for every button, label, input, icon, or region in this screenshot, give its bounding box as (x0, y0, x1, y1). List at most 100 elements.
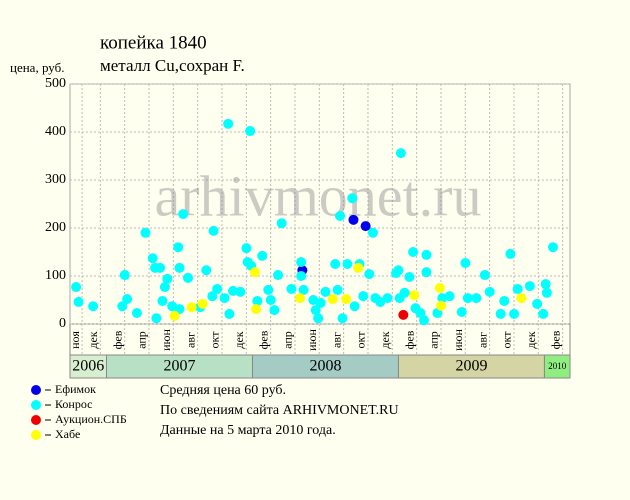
point (245, 126, 256, 137)
point (313, 313, 324, 324)
y-tick-label: 100 (45, 268, 66, 283)
x-tick-label: июн (159, 329, 173, 351)
point (122, 294, 133, 305)
point (183, 272, 194, 283)
note: Средняя цена 60 руб. (160, 383, 286, 398)
point (241, 243, 252, 254)
x-tick-label: ноя (68, 331, 82, 349)
point (119, 270, 130, 281)
point (257, 250, 268, 261)
plot-area (69, 83, 571, 325)
point (516, 293, 527, 304)
point (398, 309, 409, 320)
point (117, 301, 128, 312)
legend-marker (31, 400, 41, 410)
point (404, 271, 415, 282)
year-label: 2006 (72, 358, 104, 375)
year-label: 2009 (455, 358, 487, 375)
point (208, 225, 219, 236)
legend-label: Хабе (55, 427, 80, 441)
point (364, 269, 375, 280)
point (524, 281, 535, 292)
point (399, 287, 410, 298)
legend-marker (31, 415, 41, 425)
x-tick-label: дек (232, 331, 246, 348)
point (251, 304, 262, 315)
point (298, 284, 309, 295)
point (499, 295, 510, 306)
point (367, 227, 378, 238)
point (421, 249, 432, 260)
point (235, 286, 246, 297)
point (147, 253, 158, 264)
point (382, 293, 393, 304)
point (419, 315, 430, 326)
x-tick-label: июн (305, 329, 319, 351)
x-tick-label: окт (500, 331, 514, 349)
point (296, 257, 307, 268)
legend-label: Аукцион.СПБ (55, 412, 127, 426)
point (224, 308, 235, 319)
point (186, 302, 197, 313)
point (360, 221, 371, 232)
point (140, 227, 151, 238)
point (460, 258, 471, 269)
legend-marker (31, 430, 41, 440)
x-tick-label: апр (281, 331, 295, 349)
point (252, 295, 263, 306)
point (444, 291, 455, 302)
point (197, 298, 208, 309)
point (173, 242, 184, 253)
point (212, 283, 223, 294)
x-tick-label: июн (451, 329, 465, 351)
point (320, 286, 331, 297)
point (484, 286, 495, 297)
point (335, 211, 346, 221)
point (327, 294, 338, 305)
point (353, 262, 364, 273)
point (495, 308, 506, 319)
point (201, 265, 212, 276)
point (421, 267, 432, 278)
point (174, 262, 185, 273)
point (348, 214, 359, 225)
point (436, 300, 447, 311)
point (155, 262, 166, 273)
point (286, 283, 297, 294)
point (263, 284, 274, 295)
x-tick-label: апр (135, 331, 149, 349)
point (157, 295, 168, 306)
point (296, 271, 307, 281)
chart-title: копейка 1840 (100, 32, 207, 53)
point (151, 313, 162, 324)
x-tick-label: дек (86, 331, 100, 348)
year-label: 2008 (309, 358, 341, 375)
y-tick-label: 400 (45, 124, 66, 139)
y-tick-label: 0 (59, 316, 66, 331)
x-tick-label: авг (329, 332, 343, 348)
point (330, 259, 341, 269)
point (332, 284, 343, 295)
point (276, 218, 287, 229)
point (178, 209, 189, 220)
x-tick-label: авг (475, 332, 489, 348)
y-axis-label: цена, руб. (10, 60, 64, 75)
x-tick-label: фев (402, 330, 416, 349)
point (358, 291, 369, 302)
point (273, 270, 284, 281)
point (169, 310, 180, 321)
point (349, 301, 360, 312)
x-tick-label: окт (208, 331, 222, 349)
watermark: arhivmonet.ru (155, 163, 482, 228)
point (532, 298, 543, 309)
point (509, 308, 520, 319)
point (269, 305, 280, 316)
point (159, 282, 170, 293)
point (315, 297, 326, 308)
point (310, 305, 321, 316)
point (395, 148, 406, 159)
x-tick-label: окт (354, 331, 368, 349)
legend-label: Конрос (55, 397, 92, 411)
note: Данные на 5 марта 2010 года. (160, 423, 336, 438)
